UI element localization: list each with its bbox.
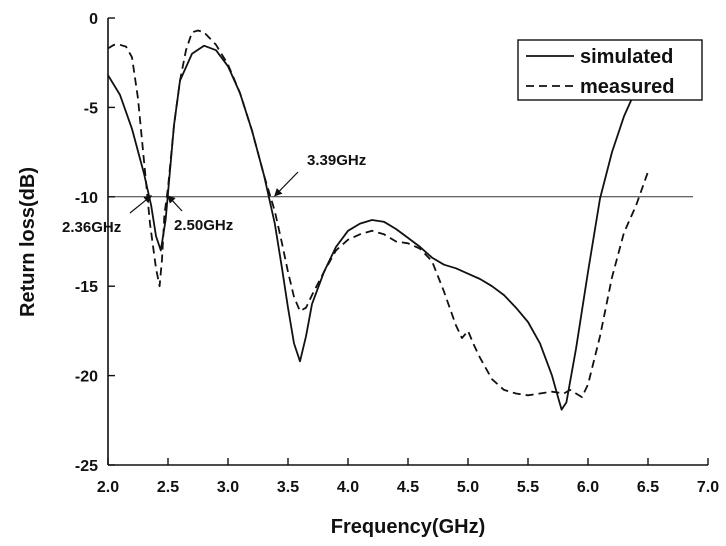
y-tick-label: -10 [75, 190, 98, 207]
y-axis-label: Return loss(dB) [17, 167, 39, 317]
x-tick-label: 4.0 [337, 479, 359, 496]
annotation-label: 2.36GHz [62, 219, 121, 236]
annotation-label: 3.39GHz [307, 152, 366, 169]
x-tick-label: 7.0 [697, 479, 719, 496]
x-axis-label: Frequency(GHz) [331, 516, 485, 538]
series-measured-line [107, 29, 649, 399]
annotation-label: 2.50GHz [174, 217, 233, 234]
y-tick-label: -5 [84, 100, 98, 117]
legend-simulated-label: simulated [580, 46, 673, 68]
annotation-arrow [167, 195, 183, 212]
y-tick-label: -20 [75, 369, 98, 386]
x-tick-label: 3.5 [277, 479, 299, 496]
annotation-arrow [274, 171, 299, 197]
x-tick-label: 2.5 [157, 479, 179, 496]
annotation-arrow [129, 195, 152, 214]
x-tick-label: 4.5 [397, 479, 419, 496]
x-tick-label: 2.0 [97, 479, 119, 496]
y-tick-label: 0 [89, 11, 98, 28]
x-tick-label: 5.5 [517, 479, 539, 496]
legend-measured-label: measured [580, 76, 675, 98]
y-tick-label: -15 [75, 279, 98, 296]
y-tick-label: -25 [75, 458, 98, 475]
x-tick-label: 5.0 [457, 479, 479, 496]
x-tick-label: 6.0 [577, 479, 599, 496]
x-tick-label: 6.5 [637, 479, 659, 496]
legend: simulated measured [517, 39, 703, 101]
x-tick-label: 3.0 [217, 479, 239, 496]
legend-box [517, 39, 703, 101]
